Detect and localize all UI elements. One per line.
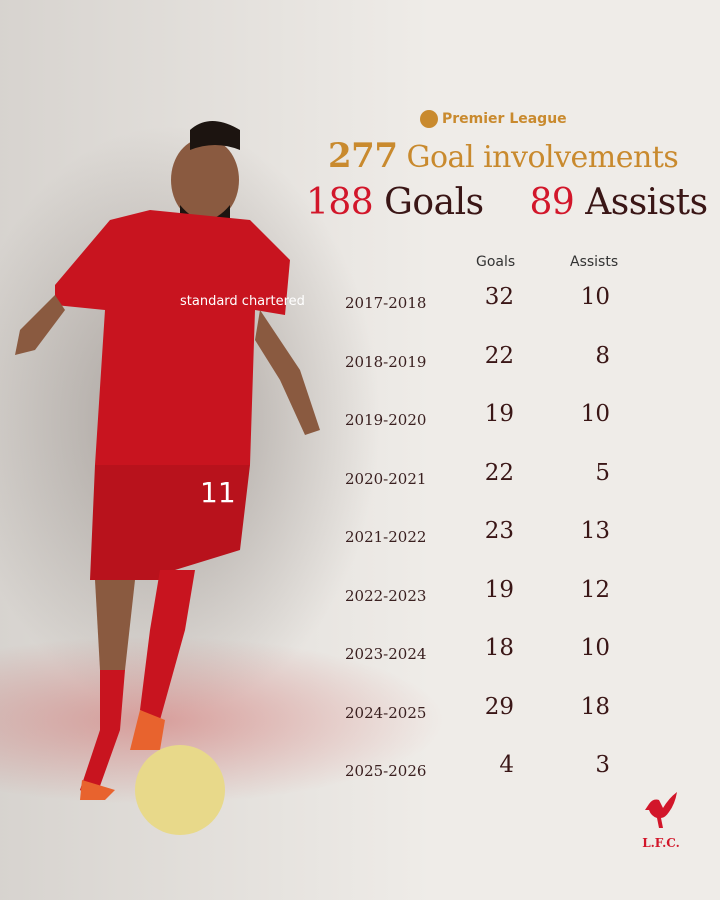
table-row: 2020-2021 22 5 <box>330 460 650 500</box>
season-assists: 10 <box>580 284 610 310</box>
season-assists: 10 <box>580 635 610 661</box>
season-label: 2024-2025 <box>345 703 427 722</box>
table-row: 2024-2025 29 18 <box>330 694 650 734</box>
table-row: 2022-2023 19 12 <box>330 577 650 617</box>
season-assists: 5 <box>595 459 610 486</box>
column-header-assists: Assists <box>570 254 619 270</box>
season-assists: 8 <box>595 342 610 369</box>
season-goals: 18 <box>484 635 514 661</box>
table-row: 2017-2018 32 10 <box>330 284 650 324</box>
season-goals: 29 <box>484 693 514 720</box>
table-row: 2019-2020 19 10 <box>330 401 650 441</box>
table-row: 2021-2022 23 13 <box>330 518 650 558</box>
column-header-goals: Goals <box>476 254 516 270</box>
player-photo: 11 standard chartered <box>15 121 320 835</box>
assists-total-label: Assists <box>585 182 708 223</box>
shirt-number: 11 <box>200 476 236 509</box>
season-goals: 32 <box>484 284 514 310</box>
season-label: 2022-2023 <box>345 586 427 605</box>
premier-league-logo: Premier League <box>420 110 567 128</box>
totals: 188 Goals 89 Assists <box>306 182 708 223</box>
league-name: Premier League <box>442 111 567 127</box>
season-assists: 10 <box>580 401 610 427</box>
table-row: 2025-2026 4 3 <box>330 752 650 792</box>
season-goals: 22 <box>484 342 514 369</box>
lfc-text: L.F.C. <box>642 836 680 850</box>
season-label: 2020-2021 <box>345 469 427 488</box>
season-goals: 19 <box>484 576 514 603</box>
lfc-logo: L.F.C. <box>636 790 686 850</box>
table-row: 2018-2019 22 8 <box>330 343 650 383</box>
goal-involvements: 277 Goal involvements <box>328 136 679 176</box>
liverbird-icon <box>645 792 677 828</box>
involvements-value: 277 <box>328 136 398 176</box>
goals-total-label: Goals <box>384 182 484 223</box>
table-row: 2023-2024 18 10 <box>330 635 650 675</box>
goals-total: 188 <box>306 182 374 223</box>
season-label: 2018-2019 <box>345 352 427 371</box>
involvements-label: Goal involvements <box>406 140 679 175</box>
season-assists: 13 <box>580 518 610 544</box>
season-label: 2023-2024 <box>345 645 427 663</box>
season-goals: 23 <box>484 518 514 544</box>
season-goals: 22 <box>484 459 514 486</box>
season-label: 2021-2022 <box>345 528 427 546</box>
season-assists: 18 <box>580 693 610 720</box>
assists-total: 89 <box>529 182 575 223</box>
sponsor-text: standard chartered <box>180 294 305 309</box>
season-assists: 3 <box>595 752 610 778</box>
premier-league-lion-icon <box>420 110 438 128</box>
season-goals: 19 <box>484 401 514 427</box>
season-label: 2019-2020 <box>345 411 427 429</box>
season-assists: 12 <box>580 576 610 603</box>
season-label: 2017-2018 <box>345 294 427 312</box>
season-goals: 4 <box>499 752 514 778</box>
season-label: 2025-2026 <box>345 762 427 780</box>
